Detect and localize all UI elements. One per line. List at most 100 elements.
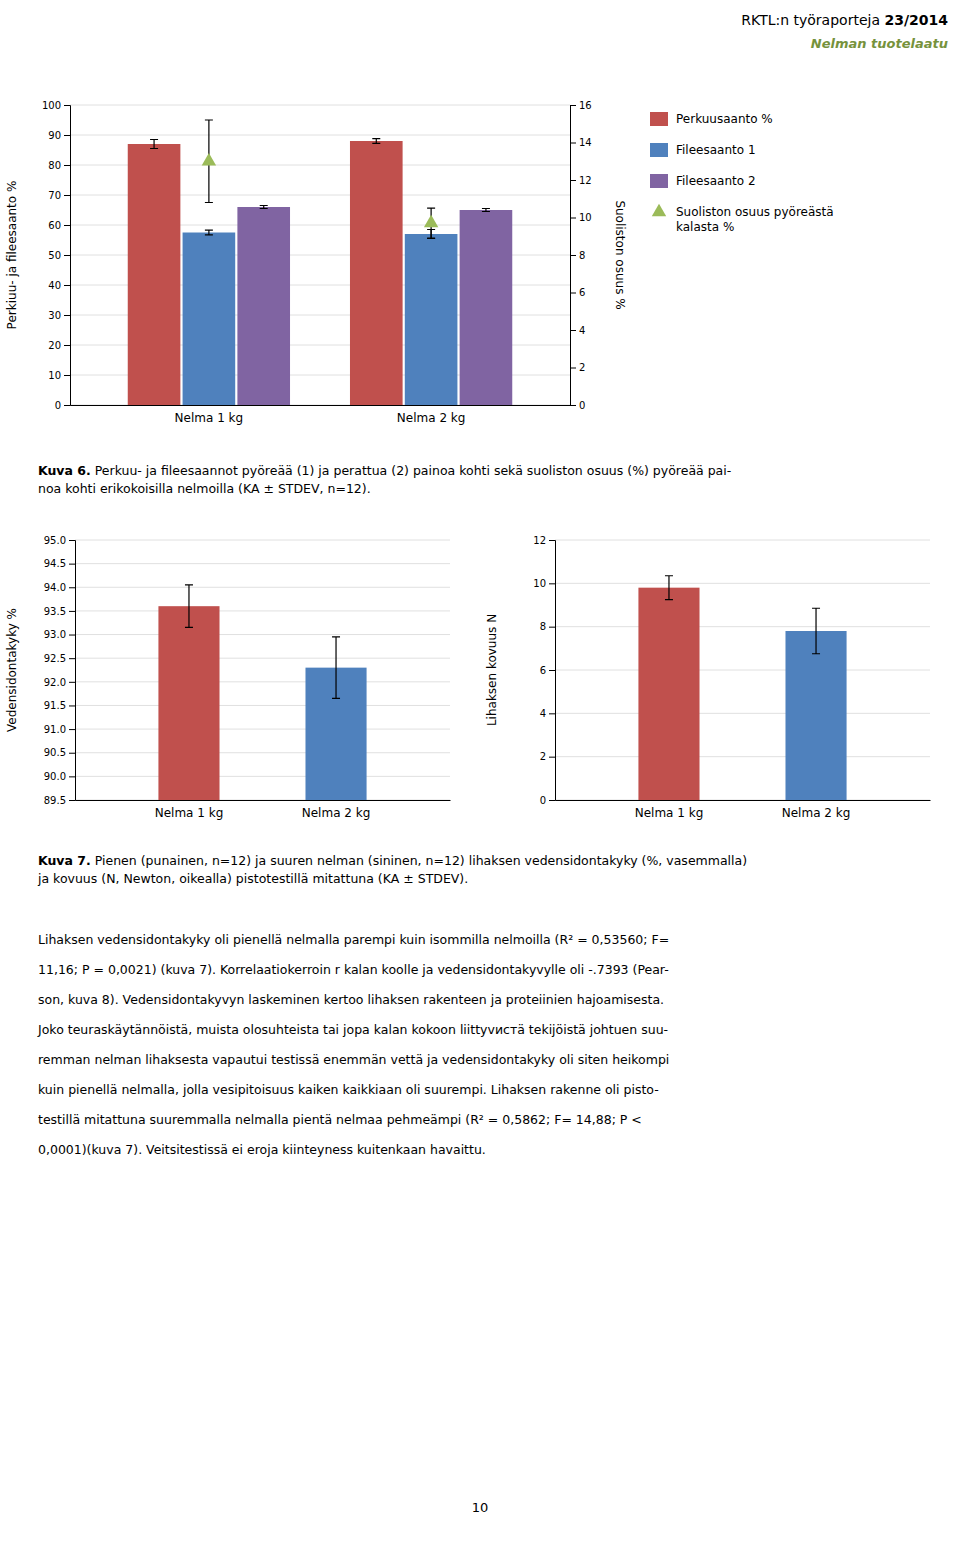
body-line: 11,16; P = 0,0021) (kuva 7). Korrelaatio…	[38, 955, 938, 985]
tick: 90.5	[44, 747, 75, 758]
tick-mark	[69, 635, 75, 636]
bar-series	[183, 233, 458, 406]
tick: 60	[48, 220, 70, 231]
tick-label: 90	[48, 130, 61, 141]
page: RKTL:n työraporteja 23/2014 Nelman tuotel…	[0, 0, 960, 1556]
tick-label: Nelma 1 kg	[175, 411, 244, 425]
body-line: kuin pienellä nelmalla, jolla vesipitois…	[38, 1075, 938, 1105]
chart-svg: 024681012Nelma 1 kgNelma 2 kgLihaksen ko…	[480, 525, 960, 840]
tick-label: 0	[55, 400, 61, 411]
chart-host: 89.590.090.591.091.592.092.593.093.594.0…	[0, 525, 480, 844]
tick-mark	[549, 540, 555, 541]
tick-label: 94.0	[44, 582, 66, 593]
tick-mark	[64, 315, 70, 316]
tick: 91.5	[44, 700, 75, 711]
tick-mark	[570, 180, 576, 181]
tick-label: 10	[579, 212, 592, 223]
body-line: remman nelman lihaksesta vapautui testis…	[38, 1045, 938, 1075]
tick: 2	[540, 751, 555, 762]
bar	[158, 606, 219, 800]
tick: 95.0	[44, 535, 75, 546]
tick: 6	[540, 665, 555, 676]
error-bar	[812, 608, 820, 654]
tick: Nelma 2 kg	[397, 411, 466, 425]
tick-mark	[549, 713, 555, 714]
grid-line	[75, 540, 450, 541]
tick-label: 50	[48, 250, 61, 261]
error-bar	[665, 576, 673, 600]
tick: 10	[48, 370, 70, 381]
chart: 89.590.090.591.091.592.092.593.093.594.0…	[5, 535, 451, 840]
axis-line	[69, 541, 76, 801]
tick-mark	[64, 405, 70, 406]
legend-swatch	[650, 174, 668, 188]
tick-label: 12	[533, 535, 546, 546]
chart: 024681012Nelma 1 kgNelma 2 kgLihaksen ko…	[485, 535, 931, 820]
legend-item: Perkuusaanto %	[650, 112, 773, 126]
axis-line	[71, 405, 571, 406]
tick-mark	[570, 293, 576, 294]
caption-label: Kuva 7.	[38, 853, 91, 868]
tick-mark	[570, 368, 576, 369]
bar-series	[158, 606, 366, 800]
tick-label: 2	[579, 362, 585, 373]
tick: 90.0	[44, 771, 75, 782]
tick-label: 14	[579, 137, 592, 148]
tick: Nelma 1 kg	[175, 411, 244, 425]
tick-mark	[69, 753, 75, 754]
legend-swatch	[650, 143, 668, 157]
header-subtitle: Nelman tuotelaatu	[741, 36, 948, 51]
error-bar	[150, 140, 158, 149]
tick: 6	[570, 287, 585, 298]
bar	[405, 234, 458, 405]
tick-label: 94.5	[44, 558, 66, 569]
tick: 8	[570, 250, 585, 261]
axis-line	[64, 106, 71, 406]
caption: Kuva 6. Perkuu- ja fileesaannot pyöreää …	[38, 462, 938, 498]
legend-label-line: Suoliston osuus pyöreästä	[676, 205, 834, 219]
scatter-series	[202, 120, 439, 238]
header-title: RKTL:n työraporteja 23/2014	[741, 12, 948, 28]
axis-line	[549, 541, 556, 801]
tick: 4	[570, 325, 585, 336]
tick: 8	[540, 621, 555, 632]
caption-label: Kuva 6.	[38, 463, 91, 478]
tick-label: 0	[540, 795, 546, 806]
axis: Nelma 1 kg Nelma 2 kg	[71, 406, 571, 425]
tick: 70	[48, 190, 70, 201]
y-axis-title: Perkiuu- ja fileesaanto %	[5, 181, 19, 330]
grid-line	[75, 681, 450, 682]
header: RKTL:n työraporteja 23/2014 Nelman tuotel…	[741, 12, 948, 51]
tick-label: 91.5	[44, 700, 66, 711]
tick: 91.0	[44, 724, 75, 735]
tick-label: Nelma 2 kg	[782, 806, 851, 820]
error-bar	[372, 139, 380, 144]
tick-label: 91.0	[44, 724, 66, 735]
bar-series	[638, 588, 846, 800]
tick-label: 60	[48, 220, 61, 231]
tick-label: 4	[579, 325, 585, 336]
page-number: 10	[0, 1500, 960, 1515]
axis: 0102030405060708090100	[42, 100, 71, 411]
tick: 80	[48, 160, 70, 171]
bar	[785, 631, 846, 800]
legend-swatch	[652, 204, 666, 216]
grid-line	[555, 670, 930, 671]
grid-line	[75, 752, 450, 753]
header-title-normal: RKTL:n työraporteja	[741, 12, 884, 28]
tick-mark	[69, 776, 75, 777]
tick: 94.0	[44, 582, 75, 593]
tick: 14	[570, 137, 592, 148]
tick-label: 89.5	[44, 795, 66, 806]
error-bars	[665, 576, 820, 654]
body-line: testillä mitattuna suuremmalla nelmalla …	[38, 1105, 938, 1135]
tick: Nelma 2 kg	[782, 806, 851, 820]
tick-label: Nelma 1 kg	[155, 806, 224, 820]
tick-mark	[64, 345, 70, 346]
tick-label: 12	[579, 175, 592, 186]
tick-label: 16	[579, 100, 592, 111]
bar-series	[237, 207, 512, 405]
tick-mark	[69, 587, 75, 588]
grid-line	[555, 800, 930, 801]
tick-mark	[549, 583, 555, 584]
